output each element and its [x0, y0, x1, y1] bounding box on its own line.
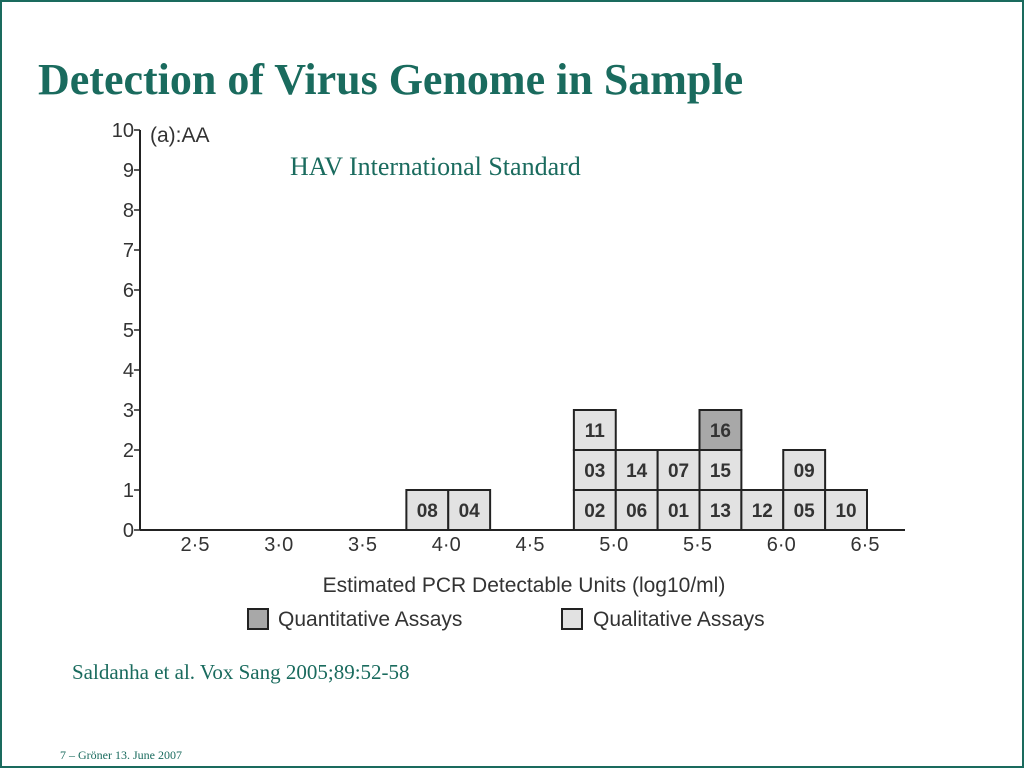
lab-id-label: 11: [585, 421, 606, 442]
lab-id-label: 10: [835, 501, 856, 522]
x-tick-label: 5·0: [599, 534, 628, 556]
x-tick-label: 4·0: [432, 534, 461, 556]
x-tick-label: 6·0: [767, 534, 796, 556]
slide-title: Detection of Virus Genome in Sample: [38, 55, 744, 104]
histogram-box: [405, 489, 450, 531]
histogram-box: [614, 449, 659, 491]
legend-label: Qualitative Assays: [593, 608, 765, 631]
lab-id-label: 04: [459, 501, 481, 522]
lab-id-label: 15: [710, 461, 732, 482]
y-tick-label: 0: [123, 520, 134, 542]
histogram-box: [698, 489, 743, 531]
histogram-box: [824, 489, 868, 531]
y-tick-label: 7: [123, 240, 134, 262]
citation: Saldanha et al. Vox Sang 2005;89:52-58: [72, 660, 410, 684]
y-tick-label: 4: [123, 360, 134, 382]
histogram-box: [782, 489, 827, 531]
lab-id-label: 14: [626, 461, 648, 482]
x-tick-label: 2·5: [181, 534, 210, 556]
y-tick-label: 5: [123, 320, 134, 342]
legend-swatch: [247, 608, 269, 630]
y-tick-label: 9: [123, 160, 134, 182]
y-tick-label: 1: [123, 480, 134, 502]
histogram-box: [782, 449, 827, 491]
lab-id-label: 01: [668, 501, 690, 522]
lab-id-label: 08: [417, 501, 438, 522]
histogram-box: [572, 409, 617, 451]
x-axis-label: Estimated PCR Detectable Units (log10/ml…: [323, 574, 726, 597]
histogram-box: [656, 449, 701, 491]
lab-id-label: 09: [794, 461, 815, 482]
legend-label: Quantitative Assays: [278, 608, 462, 631]
histogram-box: [447, 489, 492, 531]
histogram-box: [698, 409, 743, 451]
x-tick-label: 5·5: [683, 534, 712, 556]
lab-id-label: 16: [710, 421, 731, 442]
histogram-box: [572, 489, 617, 531]
lab-id-label: 05: [794, 501, 816, 522]
legend-swatch: [561, 608, 583, 630]
lab-id-label: 07: [668, 461, 689, 482]
y-tick-label: 3: [123, 400, 134, 422]
x-tick-label: 3·0: [264, 534, 293, 556]
y-tick-label: 2: [123, 440, 134, 462]
panel-label: (a):AA: [150, 124, 210, 147]
lab-id-label: 12: [752, 501, 773, 522]
lab-id-label: 06: [626, 501, 647, 522]
x-tick-label: 3·5: [348, 534, 377, 556]
histogram-box: [740, 489, 785, 531]
y-tick-label: 8: [123, 200, 134, 222]
slide-footer: 7 – Gröner 13. June 2007: [60, 748, 182, 762]
chart-subtitle: HAV International Standard: [290, 152, 581, 181]
y-tick-label: 6: [123, 280, 134, 302]
lab-id-label: 02: [584, 501, 605, 522]
x-tick-label: 6·5: [851, 534, 880, 556]
lab-id-label: 03: [584, 461, 605, 482]
x-tick-label: 4·5: [516, 534, 545, 556]
histogram-box: [656, 489, 701, 531]
lab-id-label: 13: [710, 501, 731, 522]
y-tick-label: 10: [112, 120, 134, 142]
